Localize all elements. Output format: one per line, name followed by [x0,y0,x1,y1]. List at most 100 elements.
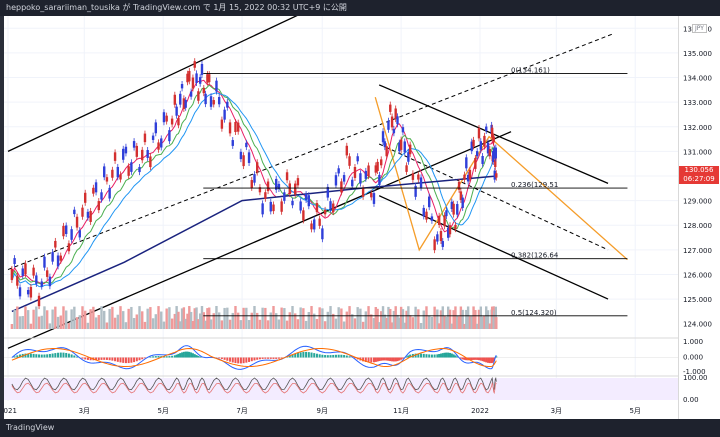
candle-body [332,203,335,213]
volume-bar [304,320,308,329]
candle-body [250,180,253,188]
trend-line [7,32,615,271]
fib-level-label: 0(134.161) [511,67,550,75]
macd-histogram-bar [186,351,189,358]
macd-histogram-bar [188,351,191,358]
candle-body [380,159,383,166]
volume-bar [70,309,73,329]
candle-body [29,286,33,298]
candle-body [407,152,410,162]
volume-bar [188,306,191,329]
moving-average-line [11,175,497,313]
volume-bar [92,306,95,329]
volume-bar [209,319,213,329]
macd-histogram-bar [445,352,448,358]
candle-body [113,152,117,161]
volume-bar [374,306,377,329]
volume-bar [337,307,340,329]
macd-histogram-bar [318,354,321,358]
volume-bar [149,307,152,329]
macd-histogram-bar [138,357,141,361]
candle-body [26,289,30,295]
volume-bar [403,322,406,329]
volume-bar [191,320,195,329]
volume-bar [193,308,196,329]
x-axis: 2021 3月 5月 7月 9月 11月 2022 3月 5月 [4,407,641,415]
macd-histogram-bar [400,357,403,360]
candle-body [459,191,463,200]
macd-histogram-bar [452,354,455,358]
moving-averages [11,79,497,313]
candle-body [206,74,209,83]
macd-histogram-bar [495,356,498,358]
candle-body [488,149,492,157]
candle-body [173,94,177,105]
candle-body [59,255,62,261]
volume-bar [215,306,218,329]
volume-bar [401,309,405,329]
macd-histogram-bar [114,357,117,362]
candle-body [492,136,495,143]
price-scale[interactable]: 136.000135.000134.000133.000132.000131.0… [678,16,720,419]
rsi-panel [4,375,678,400]
volume-bar [94,317,98,329]
candle-body [403,141,406,153]
chart-area[interactable]: 0(134.161) 0.236(129.51 0.382(126.64 0.5(12… [4,16,678,419]
macd-histogram-bar [181,352,184,358]
volume-bar [479,306,482,329]
macd-histogram-bar [449,352,452,358]
macd-histogram-bar [229,357,232,362]
macd-histogram-bar [417,353,420,358]
volume-bar [132,317,136,329]
candle-body [111,169,114,178]
x-tick-label: 7月 [236,407,247,415]
volume-bar [35,306,38,329]
macd-histogram-bar [450,353,453,358]
candle-body [94,182,98,193]
volume-bar [477,309,481,329]
macd-histogram-bar [130,357,133,363]
candle-body [242,155,245,167]
macd-histogram-bar [65,352,68,358]
volume-bar [157,306,160,329]
volume-bar [383,314,387,329]
macd-histogram-bar [430,354,433,358]
chart-canvas[interactable]: 0(134.161) 0.236(129.51 0.382(126.64 0.5(12… [4,16,678,419]
candle-body [73,209,76,215]
macd-histogram-bar [472,357,475,360]
macd-histogram-bar [43,354,46,358]
volume-bar [217,312,221,329]
macd-histogram-bar [234,357,237,364]
volume-bar [332,313,335,329]
macd-histogram-bar [86,357,89,360]
macd-histogram-bar [383,357,386,361]
volume-bar [448,309,452,329]
candle-body [135,145,139,157]
macd-histogram-bar [231,357,234,363]
macd-histogram-bar [364,357,367,362]
candle-body [302,210,305,221]
volume-bar [179,321,182,329]
volume-bar [122,311,125,329]
macd-histogram-bar [245,357,248,363]
volume-bar [422,310,425,329]
volume-bar [253,306,256,329]
macd-histogram-bar [27,353,30,358]
volume-bar [200,306,204,329]
volume-bar [100,306,103,329]
volume-bar [323,321,327,329]
volume-bar [486,310,490,329]
volume-bar [457,316,461,329]
macd-histogram-bar [152,356,155,358]
candle-body [67,243,71,252]
candle-body [494,159,497,168]
volume-bar [459,306,463,329]
x-tick-label: 2021 [4,407,17,415]
volume-bar [419,323,423,329]
candle-body [378,174,381,185]
volume-bar [387,306,390,329]
macd-histogram-bar [329,355,332,358]
candle-body [383,141,387,148]
macd-signal-line [11,347,497,367]
volume-bar [165,308,168,329]
